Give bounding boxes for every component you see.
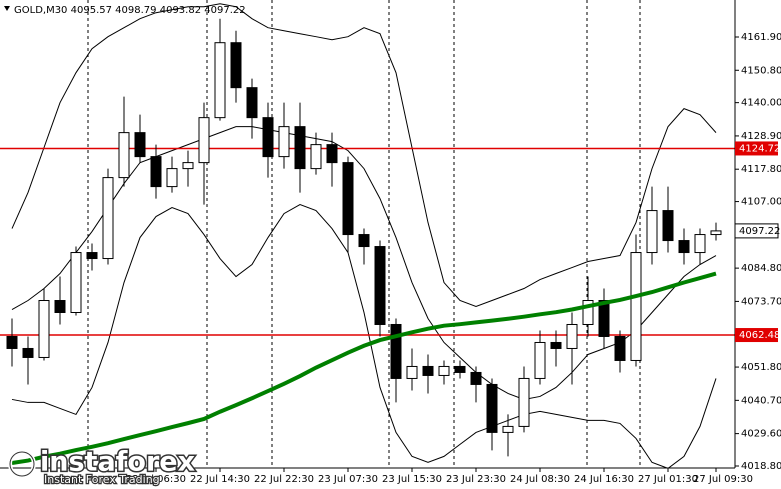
candle-body bbox=[54, 300, 66, 313]
bollinger-lower bbox=[11, 204, 717, 468]
x-tick-label: 22 Jul 14:30 bbox=[190, 474, 250, 485]
candle-body bbox=[374, 246, 386, 325]
period-separators bbox=[87, 0, 641, 468]
open: 4095.57 bbox=[71, 5, 112, 16]
close: 4097.22 bbox=[204, 5, 245, 16]
candle-body bbox=[422, 365, 434, 376]
candle-body bbox=[630, 252, 642, 361]
candle-body bbox=[566, 323, 578, 349]
candle-body bbox=[534, 341, 546, 379]
candle-body bbox=[582, 300, 594, 325]
x-tick-label: 24 Jul 08:30 bbox=[510, 474, 570, 485]
x-tick-label: 22 Jul 06:30 bbox=[126, 474, 186, 485]
logo-tagline: Instant Forex Trading bbox=[44, 473, 160, 486]
candle-body bbox=[246, 87, 258, 119]
candle-body bbox=[198, 117, 210, 164]
candle-body bbox=[614, 335, 626, 361]
candle-body bbox=[182, 162, 194, 170]
x-tick-label: 23 Jul 23:30 bbox=[446, 474, 506, 485]
candle-body bbox=[438, 365, 450, 376]
candle-body bbox=[6, 335, 18, 349]
level-price-box bbox=[735, 141, 778, 156]
level-price-label: 4124.72 bbox=[739, 143, 780, 154]
x-tick-label: 23 Jul 07:30 bbox=[318, 474, 378, 485]
y-tick-label: 4040.70 bbox=[741, 395, 781, 406]
y-tick-label: 4051.80 bbox=[741, 362, 781, 373]
level-price-box bbox=[735, 328, 778, 343]
y-tick-label: 4117.80 bbox=[741, 164, 781, 175]
candle-body bbox=[470, 371, 482, 385]
candle-body bbox=[646, 210, 658, 254]
y-tick-label: 4128.90 bbox=[741, 131, 781, 142]
chart-header: GOLD,M30 4095.57 4098.79 4093.82 4097.22 bbox=[14, 5, 246, 16]
bollinger-upper bbox=[11, 3, 717, 308]
candle-body bbox=[38, 300, 50, 358]
menu-triangle[interactable] bbox=[4, 6, 10, 11]
candle-body bbox=[166, 168, 178, 188]
candle-body bbox=[550, 341, 562, 349]
x-tick-label: 22 Jul 22:30 bbox=[254, 474, 314, 485]
candle-body bbox=[262, 117, 274, 158]
candle-body bbox=[118, 132, 130, 179]
candle-body bbox=[278, 126, 290, 158]
candle-body bbox=[710, 230, 722, 236]
candle-body bbox=[342, 162, 354, 236]
candle-body bbox=[326, 144, 338, 164]
candle-body bbox=[134, 132, 146, 158]
candle-body bbox=[662, 210, 674, 242]
symbol: GOLD,M30 bbox=[14, 5, 67, 16]
x-tick-label: 24 Jul 16:30 bbox=[574, 474, 634, 485]
low: 4093.82 bbox=[160, 5, 201, 16]
candle-body bbox=[678, 240, 690, 254]
y-tick-label: 4018.80 bbox=[741, 461, 781, 472]
candle-body bbox=[214, 42, 226, 119]
y-tick-label: 4073.70 bbox=[741, 296, 781, 307]
logo-icon-outline bbox=[9, 451, 35, 477]
candle-body bbox=[86, 252, 98, 260]
y-tick-label: 4029.60 bbox=[741, 429, 781, 440]
candle-body bbox=[310, 144, 322, 170]
x-tick-label: 27 Jul 09:30 bbox=[693, 474, 753, 485]
candle-body bbox=[598, 300, 610, 337]
current-price-box bbox=[734, 223, 779, 239]
candle-body bbox=[502, 425, 514, 433]
high: 4098.79 bbox=[115, 5, 156, 16]
candle-body bbox=[102, 177, 114, 260]
candle-body bbox=[150, 156, 162, 188]
current-price-label: 4097.22 bbox=[739, 226, 780, 237]
moving-average bbox=[11, 271, 717, 465]
y-tick-label: 4150.80 bbox=[741, 65, 781, 76]
candle-body bbox=[486, 383, 498, 433]
y-tick-label: 4084.80 bbox=[741, 263, 781, 274]
candle-body bbox=[294, 126, 306, 170]
candle-body bbox=[390, 323, 402, 379]
candle-body bbox=[22, 347, 34, 358]
y-tick-label: 4107.00 bbox=[741, 197, 781, 208]
candle-body bbox=[518, 377, 530, 427]
y-tick-label: 4140.00 bbox=[741, 98, 781, 109]
y-tick-label: 4161.90 bbox=[741, 32, 781, 43]
candle-body bbox=[358, 234, 370, 248]
logo-text: instaforex bbox=[40, 447, 195, 478]
candle-body bbox=[694, 234, 706, 254]
candle-body bbox=[454, 365, 466, 373]
candle-body bbox=[70, 252, 82, 313]
logo: instaforex Instant Forex Trading bbox=[8, 445, 197, 487]
candle-body bbox=[406, 365, 418, 379]
candle-body bbox=[230, 42, 242, 89]
x-tick-label: 23 Jul 15:30 bbox=[382, 474, 442, 485]
level-price-label: 4062.48 bbox=[739, 330, 780, 341]
x-tick-label: 27 Jul 01:30 bbox=[638, 474, 698, 485]
